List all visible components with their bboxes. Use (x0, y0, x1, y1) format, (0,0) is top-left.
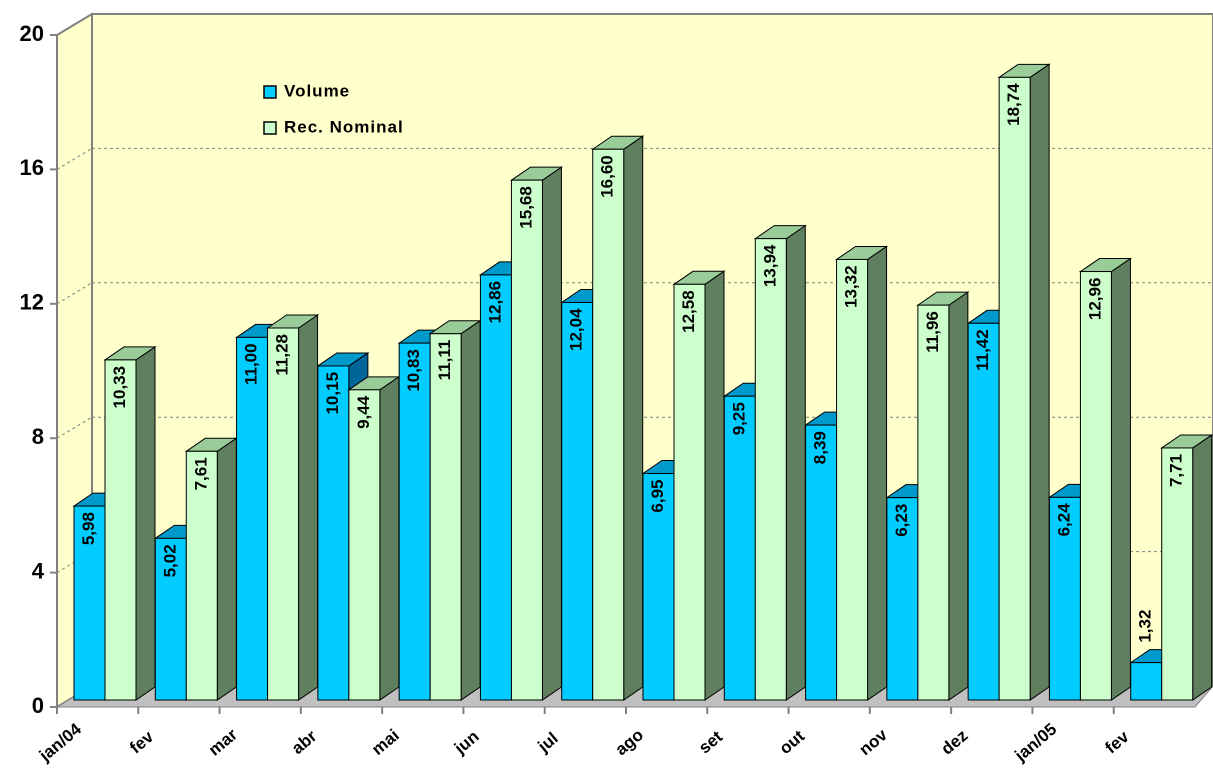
legend-swatch (263, 121, 277, 135)
y-tick-label: 0 (32, 693, 44, 718)
y-tick-label: 16 (20, 155, 44, 180)
y-tick-label: 8 (32, 424, 44, 449)
bar (398, 342, 431, 701)
bar-side (216, 437, 237, 701)
legend: Volume Rec. Nominal (263, 81, 404, 136)
bar (998, 76, 1031, 701)
x-tick-label: mar (205, 725, 241, 760)
legend-label: Rec. Nominal (284, 117, 404, 136)
x-tick-label: mai (368, 726, 403, 759)
value-label: 5,98 (79, 512, 98, 545)
bar (754, 238, 787, 701)
value-label: 10,33 (110, 366, 129, 409)
value-label: 7,61 (191, 457, 210, 490)
value-label: 18,74 (1004, 83, 1023, 126)
value-label: 6,24 (1054, 503, 1073, 537)
bar-side (1029, 63, 1050, 701)
bar (642, 472, 675, 701)
bar (1130, 662, 1163, 701)
bar (317, 365, 350, 701)
x-tick-label: dez (938, 726, 972, 759)
x-tick-label: out (776, 726, 809, 758)
bar (267, 327, 300, 701)
bar (104, 359, 137, 701)
grid-line (56, 147, 93, 170)
x-tick-label: jan/05 (1010, 719, 1060, 765)
value-label: 6,23 (892, 504, 911, 537)
bar-side (1110, 257, 1131, 701)
x-tick-label: nov (856, 725, 892, 759)
value-label: 11,42 (973, 329, 992, 371)
bar-side (298, 314, 319, 701)
value-label: 15,68 (516, 186, 535, 229)
y-tick-label: 4 (32, 558, 45, 583)
x-tick-label: jul (534, 729, 562, 757)
value-label: 11,00 (242, 343, 261, 385)
y-tick-label: 12 (20, 290, 44, 315)
bar (723, 395, 756, 701)
x-tick-label: fev (126, 727, 157, 758)
value-label: 11,28 (273, 334, 292, 376)
x-tick-label: ago (612, 725, 647, 759)
bar (348, 389, 381, 701)
bar (73, 505, 106, 701)
bar-side (623, 135, 644, 701)
bar-side (867, 245, 888, 701)
bar (236, 336, 269, 701)
legend-label: Volume (284, 81, 350, 100)
bar (185, 450, 218, 701)
value-label: 6,95 (648, 479, 667, 512)
value-label: 1,32 (1136, 610, 1155, 643)
bar (967, 322, 1000, 701)
value-label: 12,96 (1085, 278, 1104, 321)
legend-swatch (263, 85, 277, 99)
x-tick-label: jun (450, 727, 483, 759)
bars: 5,98 10,33 5,02 7,61 11,00 11,28 10,15 9,44 10,8… (72, 63, 1213, 701)
bar (592, 148, 625, 701)
value-label: 13,32 (842, 265, 861, 308)
x-tick-label: fev (1102, 727, 1133, 758)
value-label: 7,71 (1167, 454, 1186, 487)
value-label: 8,39 (811, 431, 830, 464)
bar-side (541, 166, 562, 701)
value-label: 9,44 (354, 395, 373, 429)
bar (673, 283, 706, 701)
bar (429, 333, 462, 701)
value-label: 10,83 (404, 349, 423, 392)
y-tick-label: 20 (20, 21, 44, 46)
value-label: 9,25 (729, 402, 748, 435)
bar-side (948, 291, 969, 701)
bar (836, 258, 869, 701)
value-label: 12,04 (567, 308, 586, 351)
value-label: 11,96 (923, 311, 942, 353)
value-label: 10,15 (323, 372, 342, 415)
x-tick-label: abr (288, 726, 321, 758)
grid-line (56, 282, 93, 305)
bar (805, 424, 838, 701)
x-tick-label: jan/04 (35, 719, 85, 766)
value-label: 16,60 (598, 155, 617, 198)
value-label: 5,02 (160, 544, 179, 577)
bar (1161, 447, 1194, 701)
bar-side (704, 270, 725, 701)
bar (479, 274, 512, 701)
bar-side (1192, 433, 1213, 701)
x-tick-label: set (695, 727, 726, 758)
bar (561, 301, 594, 701)
bar (510, 179, 543, 701)
bar-side (135, 345, 156, 701)
bar (1079, 271, 1112, 701)
bar-side (460, 319, 481, 701)
grid-line (56, 416, 93, 439)
value-label: 12,58 (679, 290, 698, 333)
value-label: 11,11 (435, 340, 454, 381)
value-label: 13,94 (760, 244, 779, 287)
bar-side (379, 375, 400, 701)
bar (917, 304, 950, 701)
bar (154, 537, 187, 701)
value-label: 12,86 (485, 281, 504, 324)
bar-side (785, 224, 806, 701)
